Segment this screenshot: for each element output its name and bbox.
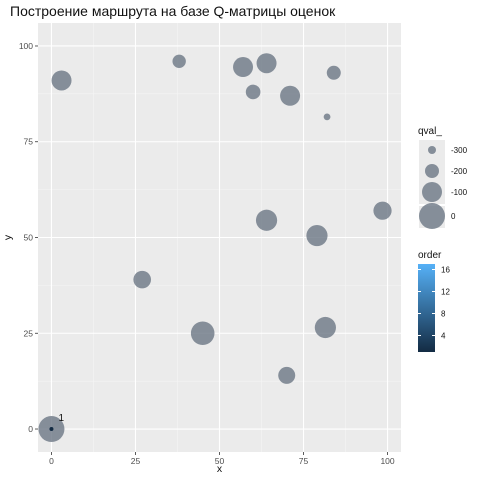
x-tick-label: 0 — [49, 456, 54, 466]
data-point — [245, 84, 261, 100]
route-point — [49, 427, 54, 432]
data-point — [314, 316, 336, 339]
color-bar — [418, 264, 435, 352]
x-tick-label: 100 — [380, 456, 394, 466]
points-layer — [38, 53, 392, 443]
size-legend-title: qval_ — [418, 126, 442, 137]
y-tick-label: 0 — [28, 424, 33, 434]
data-point — [278, 366, 296, 384]
size-key-symbol — [428, 146, 436, 154]
data-point — [255, 209, 278, 231]
x-tick-label: 25 — [131, 456, 141, 466]
size-legend: qval_ -300 -200 -100 0 — [418, 126, 468, 229]
data-point — [190, 321, 215, 346]
x-tick-label: 75 — [299, 456, 309, 466]
data-point — [326, 65, 341, 80]
x-axis-title: x — [217, 463, 223, 475]
y-tick-label: 25 — [24, 328, 34, 338]
x-ticks: 0 25 50 75 100 — [49, 452, 395, 466]
data-point — [233, 57, 254, 78]
data-point — [373, 201, 392, 220]
color-key-label: 8 — [441, 310, 446, 319]
color-key-label: 4 — [441, 332, 446, 341]
y-tick-label: 50 — [24, 233, 34, 243]
color-key-label: 12 — [441, 288, 450, 297]
size-key-label: -300 — [451, 146, 468, 155]
data-point — [306, 224, 328, 247]
data-point — [51, 70, 72, 91]
size-key-label: -100 — [451, 188, 468, 197]
size-key-label: 0 — [451, 212, 456, 221]
route-label: 1 — [58, 413, 64, 424]
size-key-symbol — [422, 182, 442, 202]
chart-title: Построение маршрута на базе Q-матрицы оц… — [10, 3, 336, 19]
data-point — [133, 270, 151, 289]
data-point — [256, 53, 277, 74]
data-point — [172, 54, 186, 69]
size-key-symbol — [425, 164, 439, 178]
color-legend: order 4 8 12 16 — [418, 250, 450, 352]
size-key-label: -200 — [451, 167, 468, 176]
size-key-symbol — [419, 203, 445, 229]
grid — [38, 23, 401, 452]
y-tick-label: 75 — [24, 137, 34, 147]
color-key-label: 16 — [441, 266, 450, 275]
y-axis-title: y — [2, 234, 14, 240]
y-tick-label: 100 — [19, 41, 33, 51]
data-point — [323, 113, 331, 121]
y-ticks: 0 25 50 75 100 — [19, 41, 38, 434]
color-legend-title: order — [418, 250, 442, 261]
route-layer: 1 — [49, 413, 64, 432]
data-point — [280, 85, 301, 106]
x-tick-label: 50 — [215, 456, 225, 466]
